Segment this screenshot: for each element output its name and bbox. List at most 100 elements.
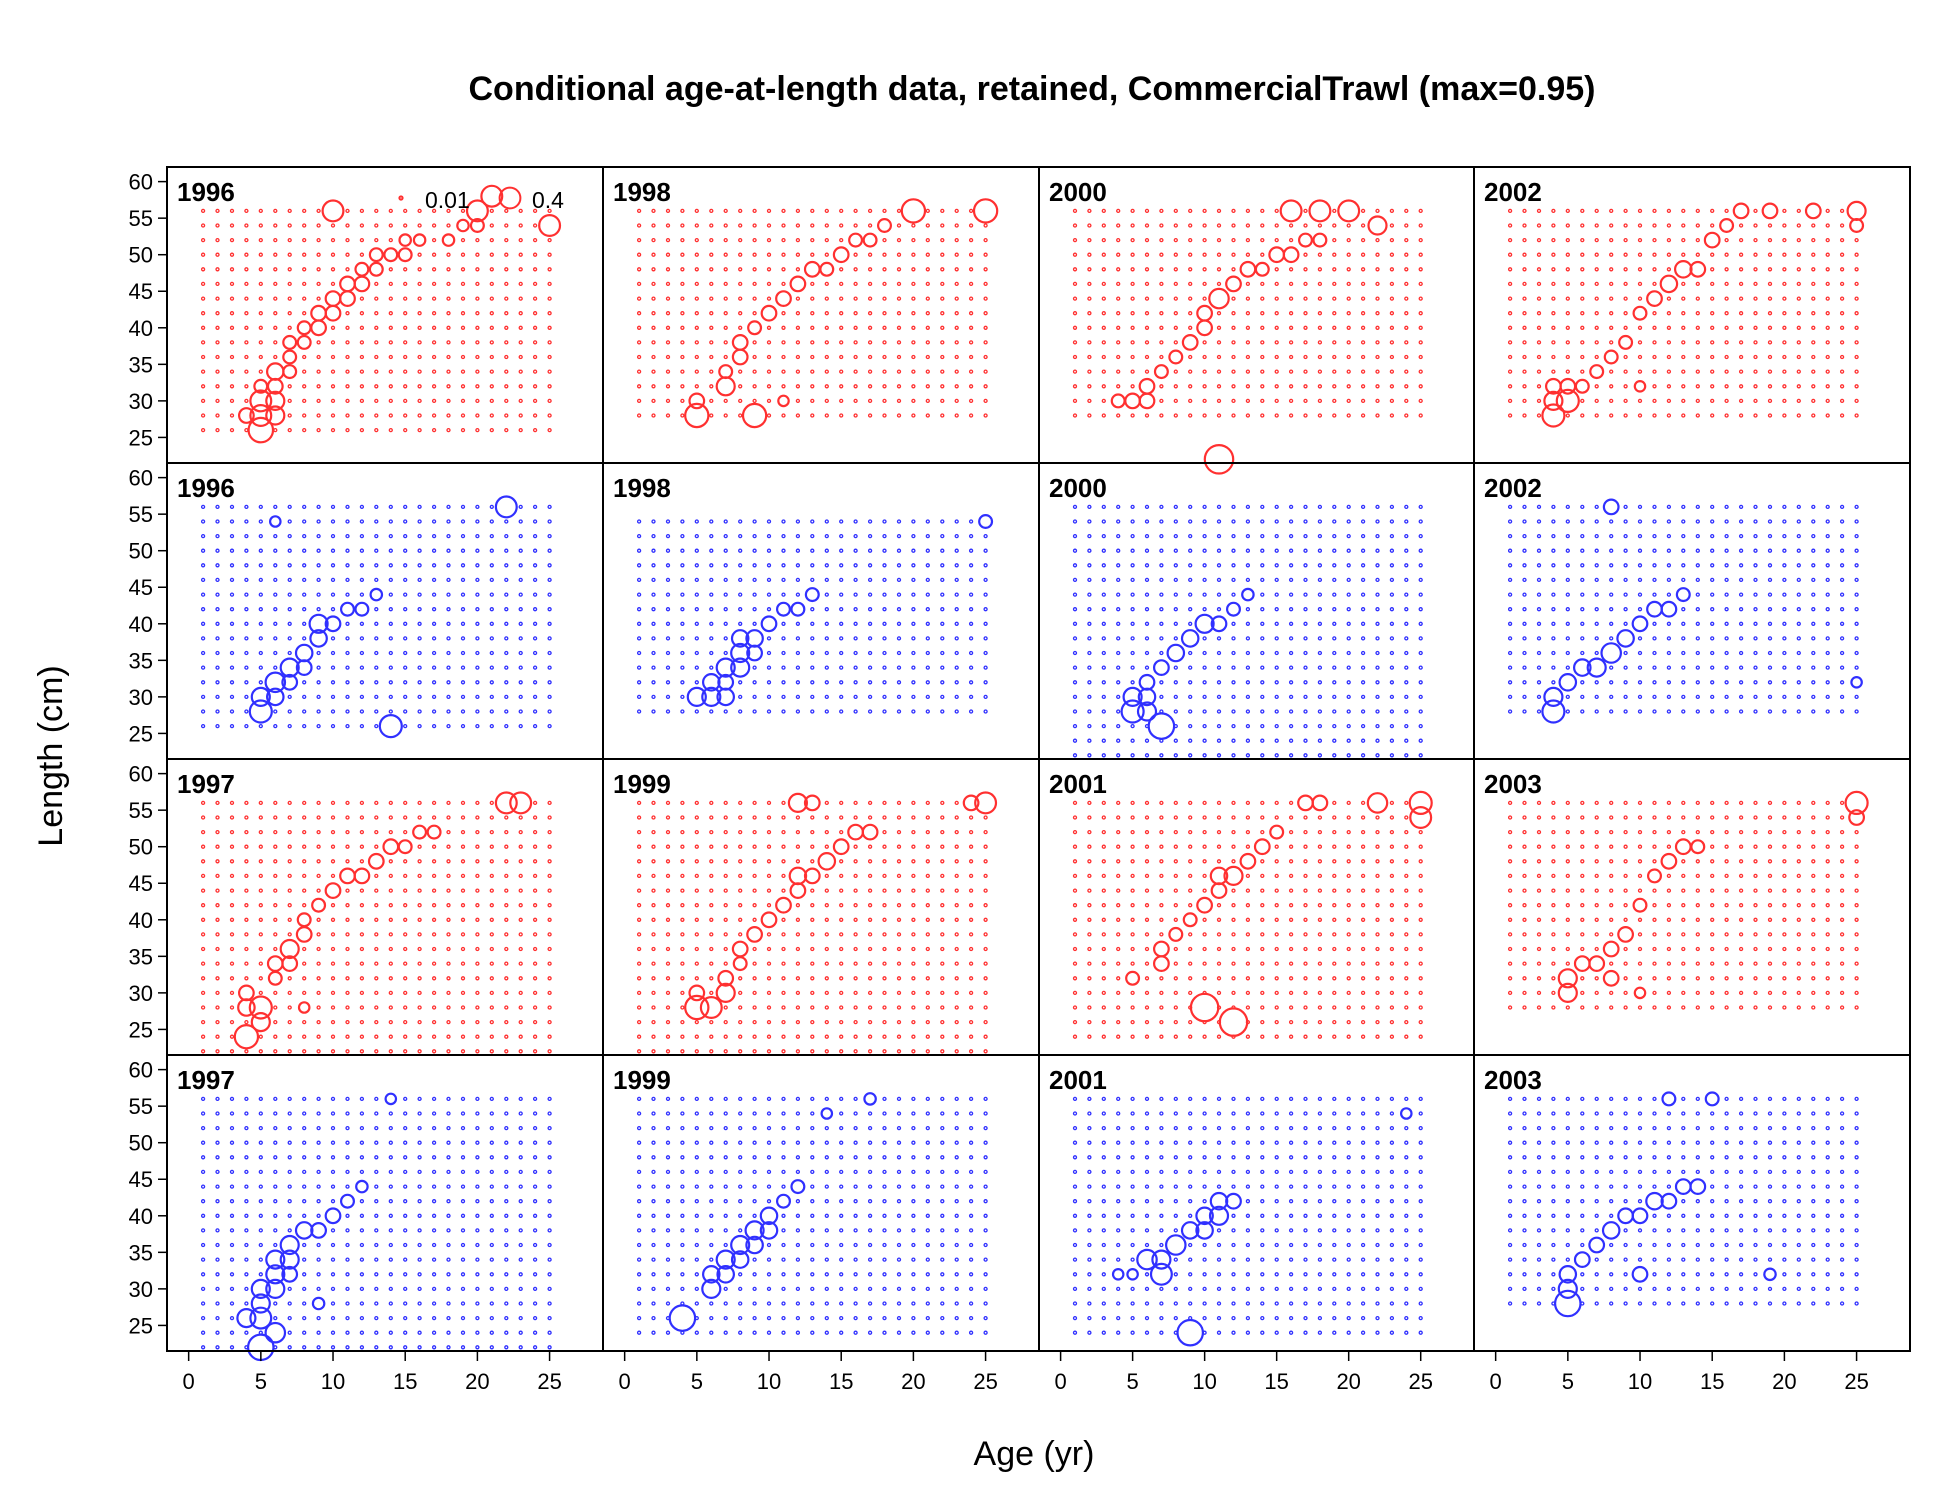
bubble	[1594, 815, 1599, 820]
bubble	[954, 621, 959, 626]
bubble	[1681, 903, 1686, 908]
bubble	[273, 548, 278, 553]
bubble	[374, 636, 379, 641]
bubble	[1188, 533, 1193, 539]
bubble	[518, 413, 523, 418]
bubble	[1551, 504, 1556, 510]
bubble	[403, 577, 408, 583]
bubble	[766, 1034, 772, 1039]
bubble	[1637, 519, 1643, 524]
bubble	[925, 533, 930, 539]
bubble	[431, 340, 437, 345]
bubble	[518, 354, 523, 360]
bubble	[258, 223, 263, 228]
bubble	[489, 665, 494, 670]
bubble	[547, 650, 552, 656]
bubble	[475, 340, 480, 345]
bubble	[1260, 829, 1265, 835]
bubble	[1274, 267, 1279, 272]
bubble	[1303, 815, 1308, 820]
bubble	[1231, 976, 1236, 981]
bubble	[1346, 738, 1351, 743]
bubble	[1360, 413, 1366, 418]
bubble	[378, 713, 403, 739]
bubble	[1188, 1034, 1193, 1039]
bubble	[925, 384, 930, 389]
bubble	[1796, 946, 1801, 952]
bubble	[215, 844, 220, 849]
bubble	[504, 680, 509, 685]
bubble	[403, 709, 408, 714]
bubble	[636, 311, 642, 316]
bubble	[1188, 384, 1193, 389]
bubble	[1623, 650, 1628, 656]
bubble	[1839, 384, 1845, 389]
bubble	[1072, 709, 1078, 714]
bubble	[954, 548, 959, 553]
bubble	[1360, 844, 1366, 849]
bubble	[1724, 533, 1729, 539]
bubble	[896, 873, 902, 879]
bubble	[1317, 903, 1323, 908]
bubble	[388, 946, 393, 952]
bubble	[766, 519, 772, 524]
bubble	[781, 636, 786, 641]
bubble	[1666, 563, 1672, 568]
bubble	[1738, 636, 1744, 641]
bubble	[911, 369, 916, 374]
bubble	[215, 1049, 220, 1054]
bubble	[1216, 680, 1222, 685]
bubble	[680, 917, 685, 922]
bubble	[680, 800, 685, 806]
bubble	[911, 384, 916, 389]
bubble	[532, 815, 538, 820]
bubble	[1594, 384, 1599, 389]
bubble	[215, 533, 220, 539]
bubble	[940, 384, 945, 389]
bubble	[1551, 340, 1556, 345]
bubble	[1231, 237, 1236, 243]
bubble	[1274, 753, 1279, 758]
bubble	[388, 888, 393, 893]
bubble	[940, 621, 945, 626]
bubble	[229, 563, 235, 568]
bubble	[200, 636, 206, 641]
bubble	[1202, 873, 1207, 879]
bubble	[1173, 680, 1178, 685]
bubble	[200, 1315, 206, 1321]
bubble	[1245, 723, 1251, 729]
bubble	[1360, 888, 1366, 893]
bubble	[1811, 990, 1816, 996]
bubble	[1839, 592, 1845, 597]
bubble	[777, 394, 790, 408]
bubble	[680, 267, 685, 272]
bubble	[911, 1049, 916, 1054]
bubble	[983, 932, 988, 937]
bubble	[417, 548, 422, 553]
bubble	[460, 888, 466, 893]
bubble	[867, 384, 873, 389]
bubble	[1522, 533, 1527, 539]
bubble	[940, 533, 945, 539]
bubble	[896, 369, 902, 374]
bubble	[215, 369, 220, 374]
bubble	[215, 888, 220, 893]
bubble	[1375, 533, 1380, 539]
bubble	[1173, 709, 1178, 714]
bubble	[665, 636, 671, 641]
bubble	[229, 340, 235, 345]
bubble	[1695, 976, 1700, 981]
bubble	[940, 859, 945, 864]
bubble	[1609, 888, 1614, 893]
bubble	[302, 577, 307, 583]
bubble	[388, 903, 393, 908]
bubble	[475, 990, 480, 996]
bubble	[316, 281, 321, 287]
bubble	[1375, 888, 1380, 893]
bubble	[867, 1049, 873, 1054]
bubble	[775, 290, 792, 308]
bubble	[1616, 629, 1635, 648]
bubble	[752, 694, 757, 700]
bubble	[1839, 577, 1845, 583]
bubble	[1346, 548, 1351, 553]
